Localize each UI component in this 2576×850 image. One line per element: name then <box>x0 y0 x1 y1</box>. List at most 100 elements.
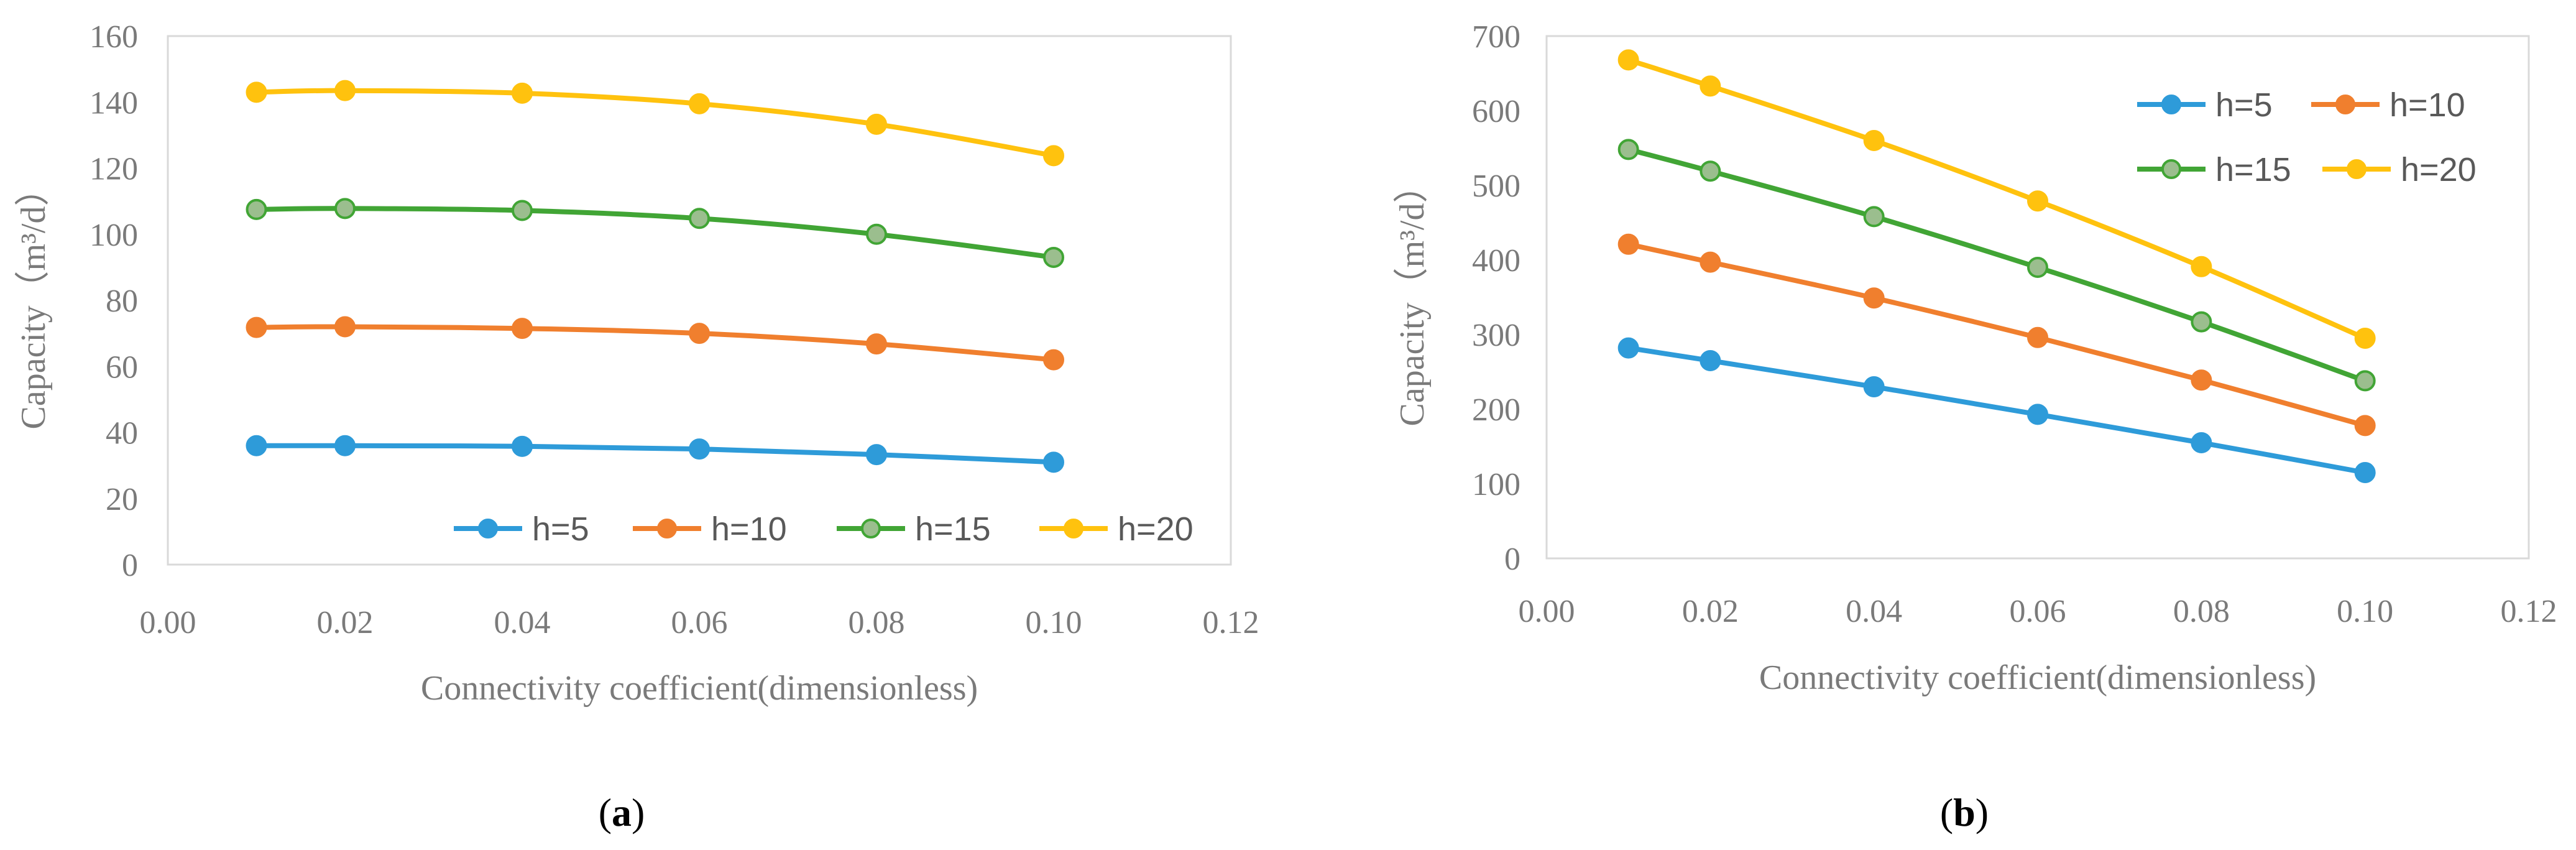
y-tick-label: 120 <box>90 152 138 187</box>
y-tick-label: 100 <box>1472 467 1520 502</box>
caption-close-a: ) <box>632 790 645 834</box>
data-point-h10[interactable] <box>2354 415 2376 437</box>
series-markers <box>246 80 1064 473</box>
legend-marker-h5 <box>478 519 498 538</box>
series-line-h15 <box>254 206 1056 260</box>
y-tick-label: 20 <box>106 482 138 517</box>
legend-item-h10[interactable]: h=10 <box>2311 86 2465 124</box>
caption-open-a: ( <box>599 790 612 834</box>
data-point-h20[interactable] <box>2027 190 2048 212</box>
legend: h=5 h=10 h=15 h=20 <box>2137 86 2477 188</box>
data-point-h10[interactable] <box>2191 369 2212 391</box>
legend-item-h15[interactable]: h=15 <box>2137 151 2291 188</box>
data-point-h15[interactable] <box>2191 311 2212 333</box>
data-point-h10[interactable] <box>866 333 887 355</box>
caption-letter-a: a <box>612 790 632 834</box>
y-tick-label: 100 <box>90 218 138 253</box>
data-point-h15[interactable] <box>866 223 887 245</box>
legend-label-h10: h=10 <box>2390 86 2465 124</box>
x-axis-ticks: 0.00 0.02 0.04 0.06 0.08 0.10 0.12 <box>140 605 1259 640</box>
data-point-h20[interactable] <box>1043 145 1064 167</box>
x-tick-label: 0.12 <box>1203 605 1259 640</box>
data-point-h15[interactable] <box>2354 370 2376 392</box>
data-point-h15[interactable] <box>2027 257 2048 278</box>
data-point-h10[interactable] <box>1617 233 1639 255</box>
legend-item-h5[interactable]: h=5 <box>454 510 589 548</box>
data-point-h15[interactable] <box>512 200 533 221</box>
legend-item-h20[interactable]: h=20 <box>2322 151 2477 188</box>
y-axis-title: Capacity（m³/d） <box>14 172 53 430</box>
data-point-h20[interactable] <box>246 81 267 103</box>
legend-item-h15[interactable]: h=15 <box>837 510 991 548</box>
panel-b-caption: (b) <box>1940 790 1989 834</box>
x-tick-label: 0.08 <box>849 605 905 640</box>
data-point-h10[interactable] <box>334 316 356 338</box>
data-point-h5[interactable] <box>866 444 887 466</box>
data-point-h20[interactable] <box>1617 49 1639 71</box>
data-point-h15[interactable] <box>334 198 356 219</box>
data-point-h20[interactable] <box>2354 328 2376 349</box>
data-point-h20[interactable] <box>1863 130 1885 151</box>
legend-label-h15: h=15 <box>915 510 991 548</box>
data-point-h10[interactable] <box>1700 251 1721 273</box>
y-tick-label: 80 <box>106 284 138 319</box>
caption-close-b: ) <box>1976 790 1989 834</box>
legend-label-h5: h=5 <box>2215 86 2273 124</box>
data-point-h20[interactable] <box>512 82 533 104</box>
data-point-h5[interactable] <box>2191 432 2212 453</box>
x-tick-label: 0.10 <box>1026 605 1082 640</box>
legend-marker-h15 <box>2161 159 2181 179</box>
legend-label-h10: h=10 <box>711 510 787 548</box>
data-point-h20[interactable] <box>689 93 710 114</box>
legend-label-h20: h=20 <box>2401 151 2477 188</box>
data-point-h20[interactable] <box>1700 75 1721 97</box>
y-tick-label: 40 <box>106 416 138 451</box>
data-point-h10[interactable] <box>1863 287 1885 309</box>
data-point-h15[interactable] <box>1617 139 1639 160</box>
data-point-h10[interactable] <box>2027 326 2048 348</box>
data-point-h5[interactable] <box>512 435 533 457</box>
plot-area-frame <box>167 35 1232 566</box>
x-tick-label: 0.06 <box>671 605 728 640</box>
data-point-h5[interactable] <box>1043 451 1064 473</box>
data-point-h20[interactable] <box>866 113 887 135</box>
data-point-h20[interactable] <box>2191 256 2212 277</box>
data-point-h5[interactable] <box>2354 462 2376 483</box>
data-point-h15[interactable] <box>1863 206 1885 228</box>
legend-label-h15: h=15 <box>2215 151 2291 188</box>
data-point-h5[interactable] <box>1700 350 1721 371</box>
data-point-h5[interactable] <box>1863 376 1885 397</box>
data-point-h15[interactable] <box>1043 246 1064 268</box>
data-point-h15[interactable] <box>1700 160 1721 182</box>
data-point-h10[interactable] <box>512 318 533 340</box>
y-tick-label: 300 <box>1472 318 1520 353</box>
legend-marker-h10 <box>2335 95 2355 114</box>
series-markers <box>1617 49 2376 483</box>
legend-item-h10[interactable]: h=10 <box>633 510 787 548</box>
data-point-h10[interactable] <box>689 323 710 344</box>
series-lines <box>254 88 1056 465</box>
y-tick-label: 500 <box>1472 169 1520 204</box>
data-point-h20[interactable] <box>334 80 356 101</box>
data-point-h5[interactable] <box>2027 404 2048 425</box>
data-point-h15[interactable] <box>689 208 710 229</box>
data-point-h10[interactable] <box>1043 349 1064 371</box>
y-tick-label: 200 <box>1472 392 1520 428</box>
x-tick-label: 0.12 <box>2501 594 2557 629</box>
legend-item-h20[interactable]: h=20 <box>1039 510 1194 548</box>
x-axis-title: Connectivity coefficient(dimensionless) <box>421 669 978 708</box>
caption-letter-b: b <box>1953 790 1976 834</box>
data-point-h5[interactable] <box>689 438 710 460</box>
y-axis-ticks: 0 20 40 60 80 100 120 140 160 <box>90 19 138 583</box>
data-point-h5[interactable] <box>334 435 356 456</box>
y-tick-label: 60 <box>106 349 138 385</box>
x-tick-label: 0.06 <box>2010 594 2066 629</box>
data-point-h10[interactable] <box>246 316 267 338</box>
legend-item-h5[interactable]: h=5 <box>2137 86 2273 124</box>
data-point-h15[interactable] <box>246 198 267 220</box>
data-point-h5[interactable] <box>246 435 267 456</box>
data-point-h5[interactable] <box>1617 337 1639 359</box>
y-tick-label: 400 <box>1472 243 1520 279</box>
x-tick-label: 0.00 <box>140 605 196 640</box>
